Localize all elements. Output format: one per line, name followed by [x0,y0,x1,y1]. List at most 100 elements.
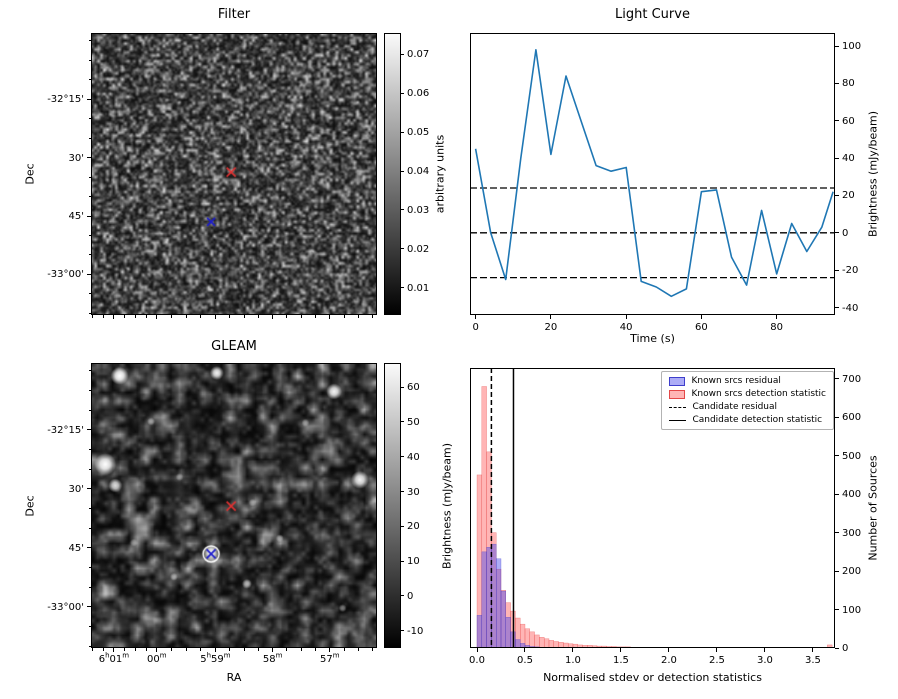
tick-mark [200,315,202,318]
tick-mark [87,547,91,549]
tick-mark [716,648,718,652]
colorbar-tick-label: 50 [407,416,420,428]
tick-mark [170,315,172,318]
tick-mark [214,315,216,319]
count-tick-label: 500 [842,450,862,462]
tick-mark [243,648,245,651]
dec-tick-label: 45' [68,542,84,554]
tick-mark [835,455,839,457]
colorbar-tick-label: 0.05 [407,127,430,139]
legend-label: Known srcs detection statistic [691,389,826,399]
tick-mark [625,315,627,319]
tick-mark [835,493,839,495]
legend-patch [669,389,686,399]
hist-bar [587,645,593,648]
tick-mark [87,429,91,431]
tick-mark [812,648,814,652]
dec-tick-label: 30' [68,483,84,495]
colorbar-tick-label: 0.03 [407,204,430,216]
histogram-legend: Known srcs residual Known srcs detection … [661,371,834,430]
tick-mark [88,449,91,451]
tick-mark [102,648,104,651]
count-tick-label: 200 [842,566,862,578]
tick-mark [343,648,345,651]
tick-mark [550,315,552,319]
hist-bar [591,645,598,648]
colorbar-tick-label: 0.07 [407,49,430,61]
filter-ylabel: Dec [23,163,37,185]
tick-mark [88,176,91,178]
tick-mark [401,92,404,94]
hist-bar [476,615,483,648]
brightness-tick-label: 0 [842,227,849,239]
stat-tick-label: 3.0 [756,655,773,666]
brightness-tick-label: 40 [842,153,855,165]
tick-mark [156,315,158,319]
tick-mark [401,287,404,289]
tick-mark [401,170,404,172]
ra-tick-label: 00m [146,651,167,665]
tick-mark [102,315,104,318]
tick-mark [87,273,91,275]
stat-tick-label: 3.5 [804,655,821,666]
legend-item: Candidate detection statistic [669,415,826,425]
tick-mark [835,157,839,159]
tick-mark [88,312,91,314]
tick-mark [145,315,147,318]
tick-mark [357,648,359,651]
colorbar-tick-label: 0 [407,590,414,602]
brightness-tick-label: -20 [842,265,859,277]
tick-mark [835,269,839,271]
hist-bar [529,646,535,648]
stat-tick-label: 0.0 [469,655,485,666]
hist-xlabel: Normalised stdev or detection statistics [543,671,762,684]
dec-tick-label: -33°00' [47,269,84,281]
tick-mark [145,648,147,651]
tick-mark [286,648,288,651]
tick-mark [88,586,91,588]
light-curve-line [474,48,834,298]
tick-mark [476,648,478,652]
hist-bar [625,646,631,648]
tick-mark [286,315,288,318]
tick-mark [214,648,216,652]
tick-mark [88,254,91,256]
tick-mark [300,648,302,651]
dec-tick-label: 30' [68,152,84,164]
count-tick-label: 0 [842,643,849,654]
tick-mark [700,315,702,319]
tick-mark [835,532,839,534]
stat-tick-label: 2.0 [661,655,677,666]
hist-bar [496,558,502,648]
hist-bar [601,645,607,648]
tick-mark [91,315,93,318]
tick-mark [243,315,245,318]
dec-tick-label: 45' [68,211,84,223]
tick-mark [134,648,136,651]
tick-mark [88,196,91,198]
hist-bar [572,643,578,648]
hist-bar [827,644,833,648]
tick-mark [87,215,91,217]
tick-mark [835,120,839,122]
legend-item: Known srcs residual [669,376,826,386]
count-tick-label: 600 [842,412,862,424]
dec-tick-label: -32°15' [47,94,84,106]
tick-mark [257,648,259,651]
time-tick-label: 40 [619,322,633,333]
light-curve-title: Light Curve [615,7,690,22]
stat-tick-label: 0.5 [517,655,533,666]
hist-bar [529,631,535,648]
hist-bar [534,634,540,648]
tick-mark [401,421,404,423]
legend-label: Candidate detection statistic [692,415,823,425]
tick-mark [300,315,302,318]
legend-patch [669,376,686,386]
tick-mark [835,232,839,234]
hist-bar [606,646,612,648]
hist-bar [611,646,617,648]
tick-mark [401,209,404,211]
tick-mark [88,137,91,139]
brightness-tick-label: 80 [842,78,855,90]
